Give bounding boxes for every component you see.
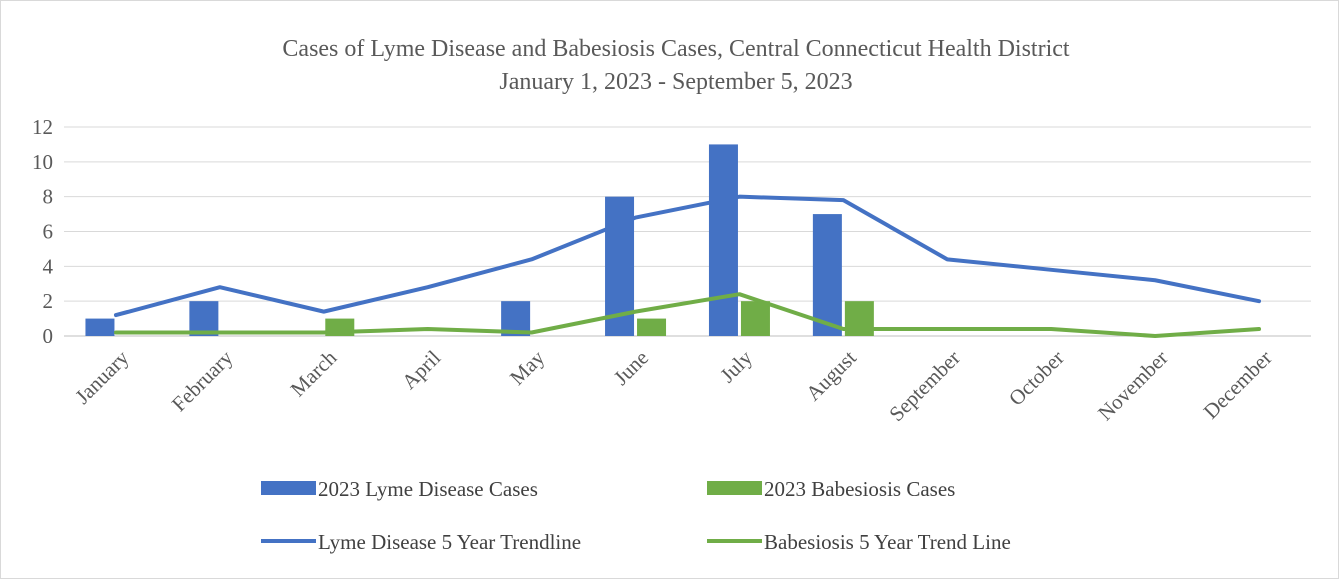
legend-swatch-bar [261,481,316,495]
lyme-trend-line [113,194,1262,318]
x-category-label: July [715,345,757,387]
legend-label: 2023 Lyme Disease Cases [318,477,538,501]
y-tick-label: 8 [43,185,54,209]
bar-lyme-august [812,214,842,336]
bar-lyme-february [189,301,219,336]
x-category-label: May [505,345,550,390]
bar-babesiosis-july [740,301,770,336]
chart-subtitle: January 1, 2023 - September 5, 2023 [499,69,852,95]
trend-lines [113,194,1262,338]
x-category-label: January [70,345,134,409]
y-axis-ticks: 0 2 4 6 8 10 12 [32,115,54,348]
y-tick-label: 12 [32,115,53,139]
x-category-label: August [801,345,861,405]
bars [85,144,874,336]
legend-swatch-bar [707,481,762,495]
x-category-label: December [1199,346,1277,424]
x-category-label: March [286,345,342,401]
y-tick-label: 0 [43,324,54,348]
x-axis-labels: January February March April May June July Augu… [70,345,1276,426]
legend-label: 2023 Babesiosis Cases [764,477,955,501]
bar-lyme-july [708,144,738,336]
y-tick-label: 2 [43,289,54,313]
bar-babesiosis-june [637,318,667,336]
legend: 2023 Lyme Disease Cases 2023 Babesiosis C… [261,477,1011,554]
babesiosis-trend-line [113,292,1262,338]
x-category-label: November [1093,346,1173,426]
legend-label: Babesiosis 5 Year Trend Line [764,530,1011,554]
chart-title: Cases of Lyme Disease and Babesiosis Cas… [282,36,1069,62]
y-tick-label: 4 [43,254,54,278]
x-category-label: June [609,346,653,390]
x-category-label: September [884,346,964,426]
legend-label: Lyme Disease 5 Year Trendline [318,530,581,554]
x-category-label: October [1004,346,1069,411]
x-category-label: February [167,345,238,416]
y-tick-label: 6 [43,220,54,244]
x-category-label: April [397,345,445,393]
y-tick-label: 10 [32,150,53,174]
bar-lyme-january [85,318,115,336]
